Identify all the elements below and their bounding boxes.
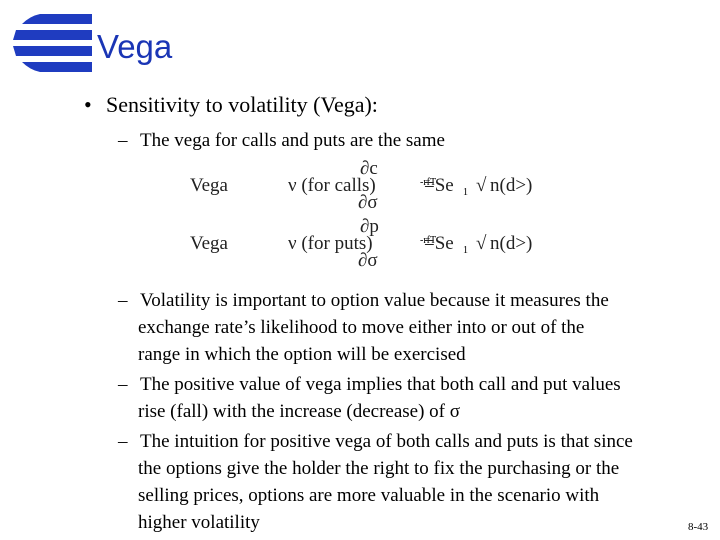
formula-lhs: Vega xyxy=(190,175,228,196)
note-line: selling prices, options are more valuabl… xyxy=(138,485,600,506)
formula-root: √ xyxy=(476,233,487,254)
note-line: Volatility is important to option value … xyxy=(140,290,609,311)
formula-num: ∂c xyxy=(360,158,378,179)
dash: – xyxy=(118,130,128,151)
formula-tail: n(d>) xyxy=(490,175,533,196)
dash: – xyxy=(118,290,128,311)
formula-rhs: =Se xyxy=(424,175,454,196)
formula-den: ∂σ xyxy=(358,192,378,213)
formula-lhs: Vega xyxy=(190,233,228,254)
subitem-text: The vega for calls and puts are the same xyxy=(140,130,445,151)
formula-num: ∂p xyxy=(360,216,379,237)
formula-tail: n(d>) xyxy=(490,233,533,254)
note-line: the options give the holder the right to… xyxy=(138,458,620,479)
note-line: rise (fall) with the increase (decrease)… xyxy=(138,401,460,422)
note-line: exchange rate’s likelihood to move eithe… xyxy=(138,317,585,338)
note-line: The positive value of vega implies that … xyxy=(140,374,621,395)
note-line: range in which the option will be exerci… xyxy=(138,344,466,365)
note-line: higher volatility xyxy=(138,512,260,533)
page-number: 8-43 xyxy=(688,521,709,533)
formula-exp: -rfT xyxy=(420,177,437,188)
formula-sub: 1 xyxy=(463,245,468,256)
dash: – xyxy=(118,431,128,452)
bullet: • xyxy=(84,92,92,117)
formula-sub: 1 xyxy=(463,187,468,198)
formula-exp: -rfT xyxy=(420,235,437,246)
formula-expr: ν (for puts) xyxy=(288,233,373,254)
note-line: The intuition for positive vega of both … xyxy=(140,431,633,452)
formula-rhs: =Se xyxy=(424,233,454,254)
logo xyxy=(13,14,92,72)
formula-expr: ν (for calls) xyxy=(288,175,376,196)
point-text: Sensitivity to volatility (Vega): xyxy=(106,92,378,117)
formula-root: √ xyxy=(476,175,487,196)
title: Vega xyxy=(97,28,173,65)
formula-den: ∂σ xyxy=(358,250,378,271)
dash: – xyxy=(118,374,128,395)
